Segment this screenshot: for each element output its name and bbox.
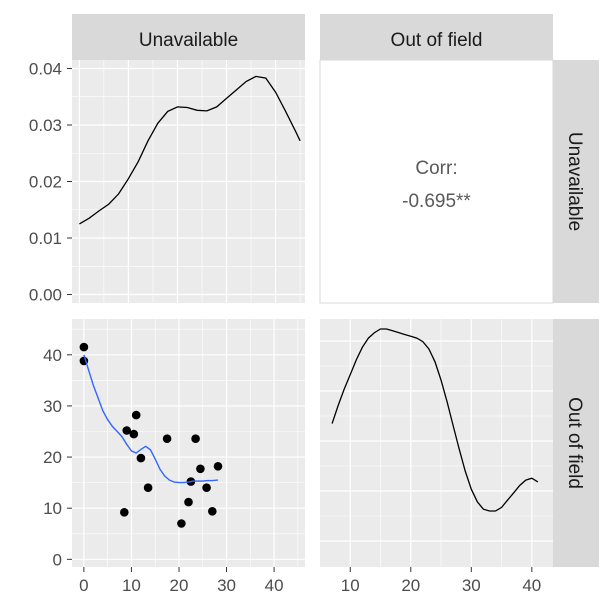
- y-tick-label: 20: [43, 448, 62, 467]
- scatter-point: [129, 429, 139, 439]
- panel-density-outfield: [320, 319, 553, 567]
- x-tick-label: 40: [265, 576, 284, 595]
- scatter-point: [177, 519, 186, 528]
- scatter-point: [143, 483, 153, 493]
- scatter-point: [213, 462, 223, 471]
- x-tick-label: 40: [522, 576, 541, 595]
- y-tick-label: 30: [43, 397, 62, 416]
- density-line-unavailable: [79, 75, 301, 225]
- scatter-point: [162, 434, 172, 444]
- strip-top-right-label: Out of field: [391, 30, 483, 51]
- scatter-point: [131, 410, 141, 420]
- panel-scatter: [72, 319, 305, 567]
- y-tick-label: 10: [43, 499, 62, 518]
- axes: 0.00 0.01 0.02 0.03 0.04 0 10 20 30 40 0 10 20 30 40 10…: [29, 59, 541, 595]
- y-tick-label: 0.02: [29, 173, 62, 192]
- data-marks: [79, 75, 539, 528]
- strip-top-right: [320, 14, 553, 60]
- scatter-point: [120, 508, 129, 517]
- y-tick-label: 40: [43, 346, 62, 365]
- y-tick-label: 0.03: [29, 116, 62, 135]
- y-tick-label: 0.00: [29, 286, 62, 305]
- x-tick-label: 10: [122, 576, 141, 595]
- x-tick-label: 30: [217, 576, 236, 595]
- strip-right-bottom: [553, 319, 599, 567]
- x-tick-label: 0: [79, 576, 88, 595]
- x-tick-label: 30: [462, 576, 481, 595]
- panel-corr: [319, 59, 554, 304]
- scatter-point: [208, 507, 217, 516]
- y-tick-label: 0: [53, 550, 62, 569]
- y-tick-label: 0.04: [29, 59, 62, 78]
- x-tick-label: 20: [401, 576, 420, 595]
- scatter-point: [191, 434, 200, 444]
- x-tick-label: 10: [341, 576, 360, 595]
- grid-lines: [72, 60, 553, 567]
- scatter-point: [202, 483, 211, 493]
- corr-value: -0.695**: [402, 191, 471, 212]
- scatter-point: [79, 342, 89, 352]
- strip-top-left: [72, 14, 305, 60]
- scatter-point: [196, 464, 205, 474]
- scatter-point: [122, 426, 131, 435]
- x-tick-label: 20: [170, 576, 189, 595]
- corr-label: Corr:: [415, 158, 457, 179]
- strip-top-left-label: Unavailable: [139, 30, 238, 51]
- y-tick-label: 0.01: [29, 229, 62, 248]
- scatter-point: [136, 453, 146, 463]
- density-line-out-of-field: [331, 328, 539, 512]
- strip-right-bottom-label: Out of field: [564, 397, 585, 489]
- scatter-point: [184, 497, 193, 507]
- strip-right-top: [553, 60, 599, 303]
- smooth-line: [83, 354, 219, 484]
- strip-right-top-label: Unavailable: [564, 132, 585, 231]
